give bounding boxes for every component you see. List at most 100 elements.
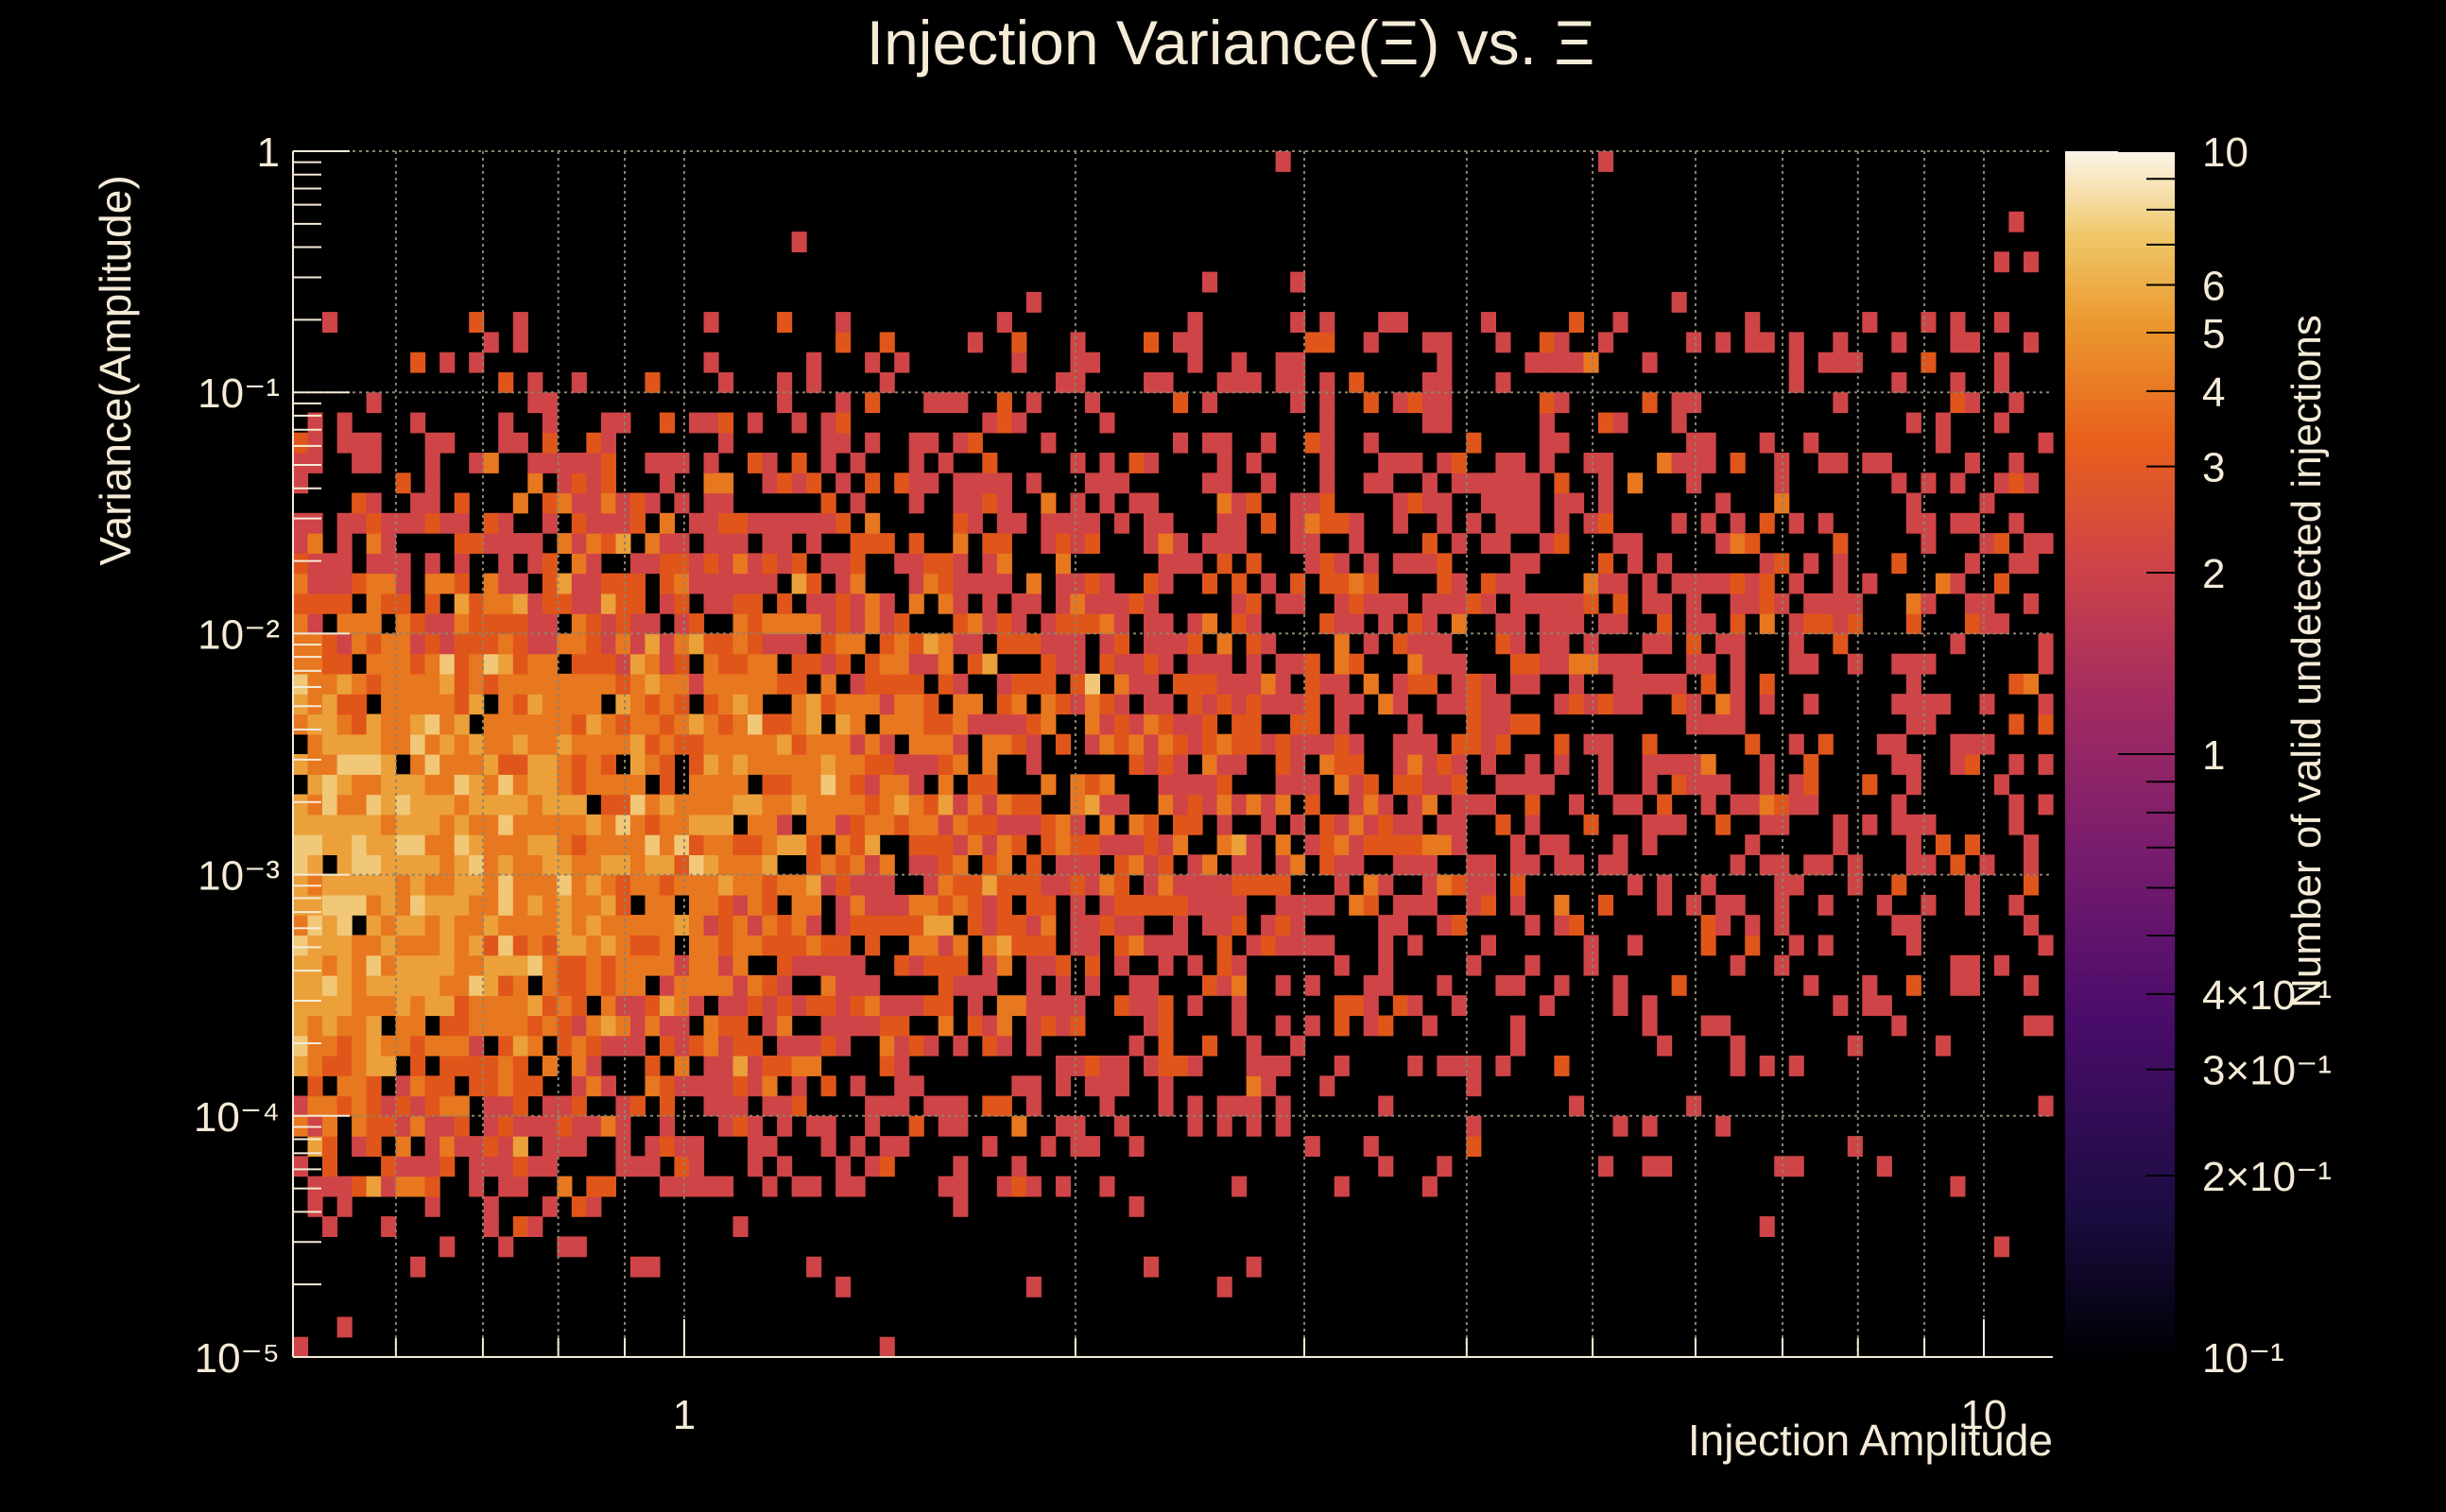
heatmap-cell (1055, 874, 1071, 896)
heatmap-cell (512, 492, 528, 514)
heatmap-cell (293, 1095, 309, 1117)
heatmap-cell (1451, 774, 1467, 796)
heatmap-cell (483, 894, 499, 916)
heatmap-cell (1099, 915, 1115, 936)
heatmap-cell (1041, 653, 1057, 675)
heatmap-cell (1246, 733, 1262, 755)
heatmap-cell (1011, 1075, 1027, 1097)
heatmap-cell (820, 1015, 836, 1037)
heatmap-cell (1598, 754, 1614, 775)
heatmap-cell (894, 894, 910, 916)
heatmap-cell (1509, 713, 1525, 735)
heatmap-cell (1113, 1115, 1129, 1137)
heatmap-cell (748, 573, 764, 594)
heatmap-cell (1202, 854, 1218, 876)
heatmap-cell (703, 694, 719, 715)
heatmap-cell (410, 653, 426, 675)
heatmap-cell (322, 894, 338, 916)
heatmap-cell (1363, 553, 1379, 575)
heatmap-cell (615, 673, 631, 695)
heatmap-cell (293, 713, 309, 735)
heatmap-cell (1144, 613, 1160, 634)
heatmap-cell (366, 754, 382, 775)
heatmap-cell (894, 1015, 910, 1037)
heatmap-cell (1246, 1035, 1262, 1057)
heatmap-cell (1113, 915, 1129, 936)
heatmap-cell (600, 713, 616, 735)
heatmap-cell (1187, 633, 1203, 655)
heatmap-cell (600, 935, 616, 956)
heatmap-cell (586, 673, 602, 695)
heatmap-cell (366, 633, 382, 655)
heatmap-cell (938, 774, 954, 796)
heatmap-cell (908, 553, 924, 575)
heatmap-cell (1084, 613, 1100, 634)
heatmap-cell (542, 553, 558, 575)
heatmap-cell (820, 754, 836, 775)
heatmap-cell (674, 1176, 690, 1197)
heatmap-cell (395, 874, 411, 896)
heatmap-cell (674, 593, 690, 614)
heatmap-cell (381, 874, 397, 896)
heatmap-cell (1113, 694, 1129, 715)
heatmap-cell (718, 713, 734, 735)
heatmap-cell (498, 432, 514, 454)
heatmap-cell (835, 613, 852, 634)
heatmap-cell (777, 593, 793, 614)
heatmap-cell (454, 492, 470, 514)
heatmap-cell (1334, 733, 1350, 755)
heatmap-cell (865, 754, 881, 775)
heatmap-cell (498, 935, 514, 956)
heatmap-cell (1304, 733, 1320, 755)
heatmap-cell (2008, 754, 2024, 775)
heatmap-cell (527, 834, 543, 855)
heatmap-cell (1950, 371, 1966, 393)
heatmap-cell (1246, 553, 1262, 575)
heatmap-cell (953, 974, 969, 996)
heatmap-cell (1935, 432, 1951, 454)
heatmap-cell (352, 1115, 368, 1137)
heatmap-cell (1745, 312, 1761, 333)
heatmap-cell (718, 1176, 734, 1197)
heatmap-cell (1612, 834, 1628, 855)
heatmap-cell (469, 794, 485, 816)
heatmap-cell (1173, 332, 1189, 353)
heatmap-cell (1700, 874, 1716, 896)
heatmap-cell (1363, 392, 1379, 414)
heatmap-cell (1173, 1056, 1189, 1076)
heatmap-cell (424, 1075, 440, 1097)
heatmap-cell (557, 453, 573, 473)
heatmap-cell (1246, 593, 1262, 614)
heatmap-cell (1261, 935, 1277, 956)
heatmap-cell (1480, 854, 1496, 876)
heatmap-cell (1070, 1056, 1086, 1076)
heatmap-cell (1759, 774, 1775, 796)
heatmap-cell (454, 1136, 470, 1157)
heatmap-cell (1509, 673, 1525, 695)
heatmap-cell (1349, 754, 1365, 775)
heatmap-cell (820, 733, 836, 755)
heatmap-cell (336, 954, 353, 976)
heatmap-cell (1817, 894, 1834, 916)
heatmap-cell (454, 1015, 470, 1037)
heatmap-cell (1480, 472, 1496, 494)
heatmap-cell (718, 854, 734, 876)
heatmap-cell (600, 894, 616, 916)
heatmap-cell (791, 935, 807, 956)
heatmap-cell (732, 1095, 749, 1117)
heatmap-cell (645, 754, 661, 775)
heatmap-cell (1759, 694, 1775, 715)
heatmap-cell (996, 1176, 1012, 1197)
heatmap-cell (1319, 392, 1335, 414)
heatmap-cell (615, 694, 631, 715)
heatmap-cell (542, 492, 558, 514)
heatmap-cell (1084, 935, 1100, 956)
heatmap-cell (1363, 794, 1379, 816)
heatmap-cell (1173, 915, 1189, 936)
heatmap-cell (1993, 954, 2009, 976)
heatmap-cell (483, 533, 499, 554)
x-tick-label: 10 (1961, 1392, 2007, 1438)
heatmap-cell (1275, 352, 1291, 373)
heatmap-cell (293, 573, 309, 594)
heatmap-cell (629, 1035, 646, 1057)
